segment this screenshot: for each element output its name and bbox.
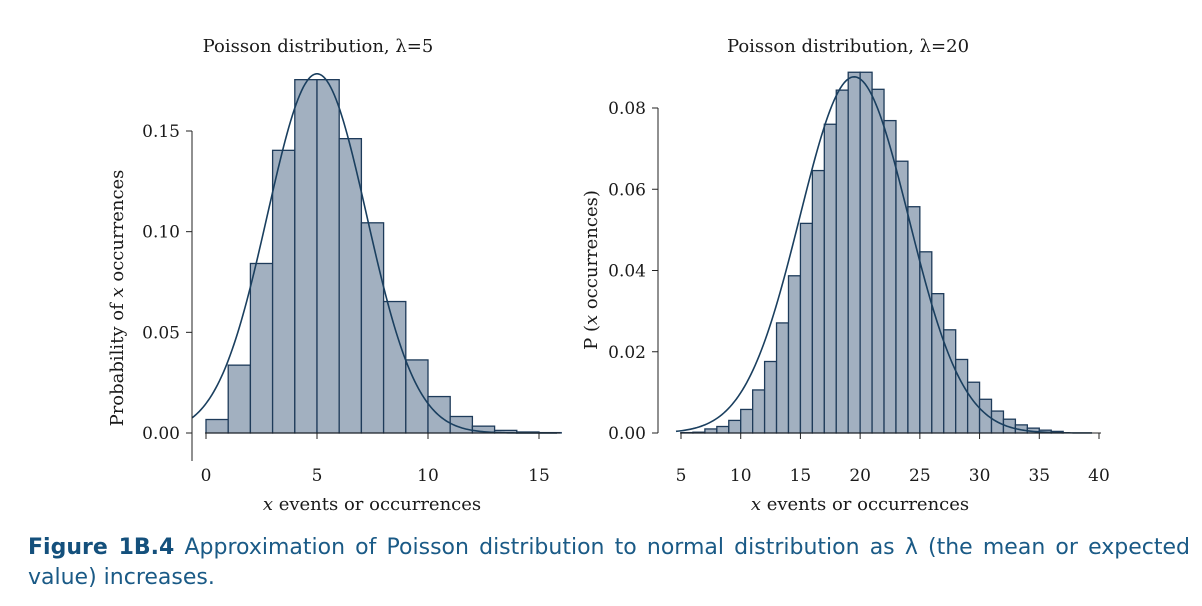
histogram-bar — [271, 149, 296, 434]
y-tick-label: 0.10 — [142, 223, 180, 243]
histogram-bar — [294, 79, 318, 434]
y-tick-label: 0.05 — [142, 323, 180, 343]
histogram-bar — [931, 293, 945, 434]
histogram-bar — [728, 419, 742, 434]
x-tick-label: 0 — [201, 466, 212, 486]
histogram-bar — [883, 119, 897, 434]
histogram-bar — [823, 123, 837, 434]
x-axis-label: x events or occurrences — [263, 494, 481, 515]
histogram-bar — [205, 418, 229, 434]
x-tick-label: 15 — [790, 466, 812, 486]
chart-title: Poisson distribution, λ=5 — [203, 36, 434, 57]
figure-caption-label: Figure 1B.4 — [28, 535, 175, 560]
y-tick-label: 0.08 — [608, 99, 646, 119]
histogram-bar — [716, 425, 730, 434]
normal-curve — [191, 73, 557, 434]
y-axis-label: Probability of x occurrences — [107, 170, 128, 427]
histogram-bar — [955, 358, 969, 434]
histogram-bar — [382, 300, 407, 434]
histogram-bar — [835, 89, 849, 434]
x-tick-label: 10 — [417, 466, 439, 486]
x-tick-label: 25 — [909, 466, 931, 486]
histogram-bar — [919, 251, 933, 434]
histogram-bar — [871, 88, 885, 434]
x-tick-label: 35 — [1028, 466, 1050, 486]
chart-poisson-lambda-20: 0.00 0.02 0.04 0.06 0.08 5 10 15 20 25 30 35 40 Poiss… — [581, 36, 1110, 515]
y-tick-label: 0.02 — [608, 343, 646, 363]
histogram-bar — [740, 408, 754, 434]
figure-caption: Figure 1B.4 Approximation of Poisson dis… — [28, 533, 1190, 593]
normal-curve — [675, 76, 1093, 434]
x-tick-label: 30 — [969, 466, 991, 486]
y-tick-label: 0.00 — [142, 424, 180, 444]
x-tick-label: 20 — [849, 466, 871, 486]
y-tick-label: 0.06 — [608, 180, 646, 200]
y-tick-label: 0.15 — [142, 122, 180, 142]
x-tick-label: 5 — [312, 466, 323, 486]
y-tick-label: 0.00 — [608, 424, 646, 444]
histogram-bar — [338, 137, 363, 434]
histogram-bar — [704, 428, 718, 434]
histogram-bar — [316, 79, 340, 434]
histogram-bar — [895, 160, 909, 434]
histogram-bar — [799, 222, 814, 434]
chart-title: Poisson distribution, λ=20 — [727, 36, 969, 57]
y-tick-label: 0.04 — [608, 262, 646, 282]
figure-caption-text: Approximation of Poisson distribution to… — [28, 535, 1190, 590]
histogram-bar — [847, 71, 861, 434]
chart-poisson-lambda-5: 0.00 0.05 0.10 0.15 0 5 10 15 Poisson distributi… — [107, 36, 562, 515]
histogram-bar — [752, 389, 766, 434]
histogram-bar — [966, 381, 981, 434]
histogram-bar — [227, 364, 252, 434]
histogram-bar — [405, 359, 429, 434]
histogram-bar — [775, 322, 790, 434]
x-axis-label: x events or occurrences — [751, 494, 969, 515]
histogram-bar — [787, 275, 802, 434]
histogram-bar — [859, 71, 873, 434]
x-tick-label: 40 — [1088, 466, 1110, 486]
histogram-bar — [360, 222, 385, 434]
histogram-bar — [763, 360, 778, 434]
x-tick-label: 15 — [528, 466, 550, 486]
histogram-bar — [249, 262, 274, 434]
x-tick-label: 5 — [676, 466, 687, 486]
x-tick-label: 10 — [730, 466, 752, 486]
histogram-bar — [811, 169, 825, 434]
y-axis-label: P (x occurrences) — [581, 190, 602, 350]
